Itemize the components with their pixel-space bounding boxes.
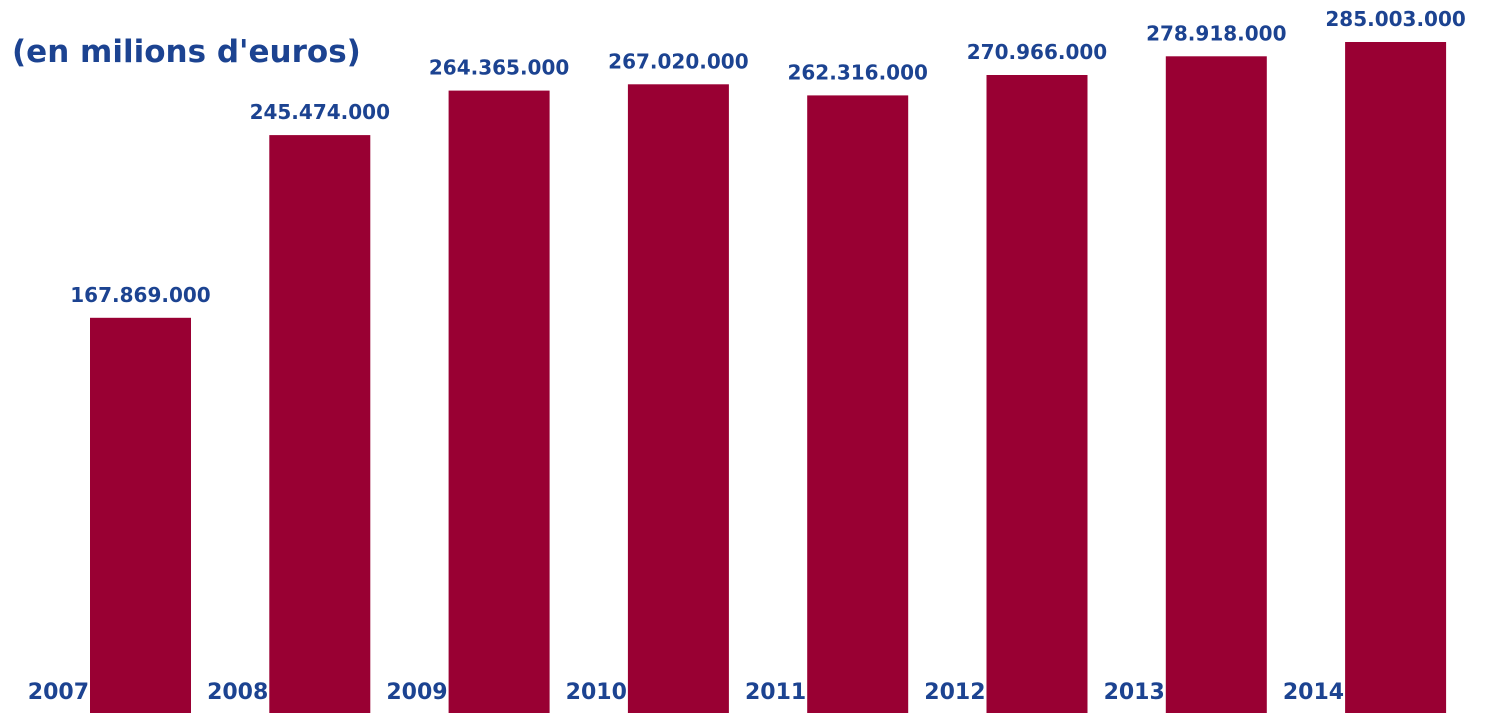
value-label-2013: 278.918.000 <box>1146 21 1286 45</box>
category-label-2013: 2013 <box>1104 680 1165 705</box>
bar-2008 <box>269 135 371 713</box>
bar-2007 <box>90 317 191 713</box>
category-label-2008: 2008 <box>207 680 268 705</box>
bar-2012 <box>986 75 1088 713</box>
category-label-2014: 2014 <box>1283 680 1344 705</box>
value-label-2009: 264.365.000 <box>429 56 569 80</box>
chart-title: (en milions d'euros) <box>12 34 361 70</box>
bar-2009 <box>448 90 550 713</box>
category-label-2011: 2011 <box>745 680 806 705</box>
bar-2014 <box>1345 42 1447 713</box>
category-label-2010: 2010 <box>566 680 627 705</box>
category-label-2007: 2007 <box>28 680 89 705</box>
bar-2013 <box>1165 56 1267 713</box>
category-label-2012: 2012 <box>924 680 985 705</box>
category-label-2009: 2009 <box>386 680 447 705</box>
bars-group <box>90 42 1447 713</box>
value-label-2010: 267.020.000 <box>608 49 748 73</box>
value-label-2007: 167.869.000 <box>70 283 210 307</box>
value-label-2008: 245.474.000 <box>250 100 390 124</box>
value-labels-group: 167.869.000 245.474.000 264.365.000 267.020… <box>70 7 1466 307</box>
value-label-2011: 262.316.000 <box>787 60 927 84</box>
category-labels-group: 2007 2008 2009 2010 2011 2012 2013 2014 <box>28 680 1344 705</box>
bar-2010 <box>627 84 729 713</box>
value-label-2014: 285.003.000 <box>1325 7 1465 31</box>
value-label-2012: 270.966.000 <box>967 40 1107 64</box>
bar-2011 <box>807 95 909 713</box>
